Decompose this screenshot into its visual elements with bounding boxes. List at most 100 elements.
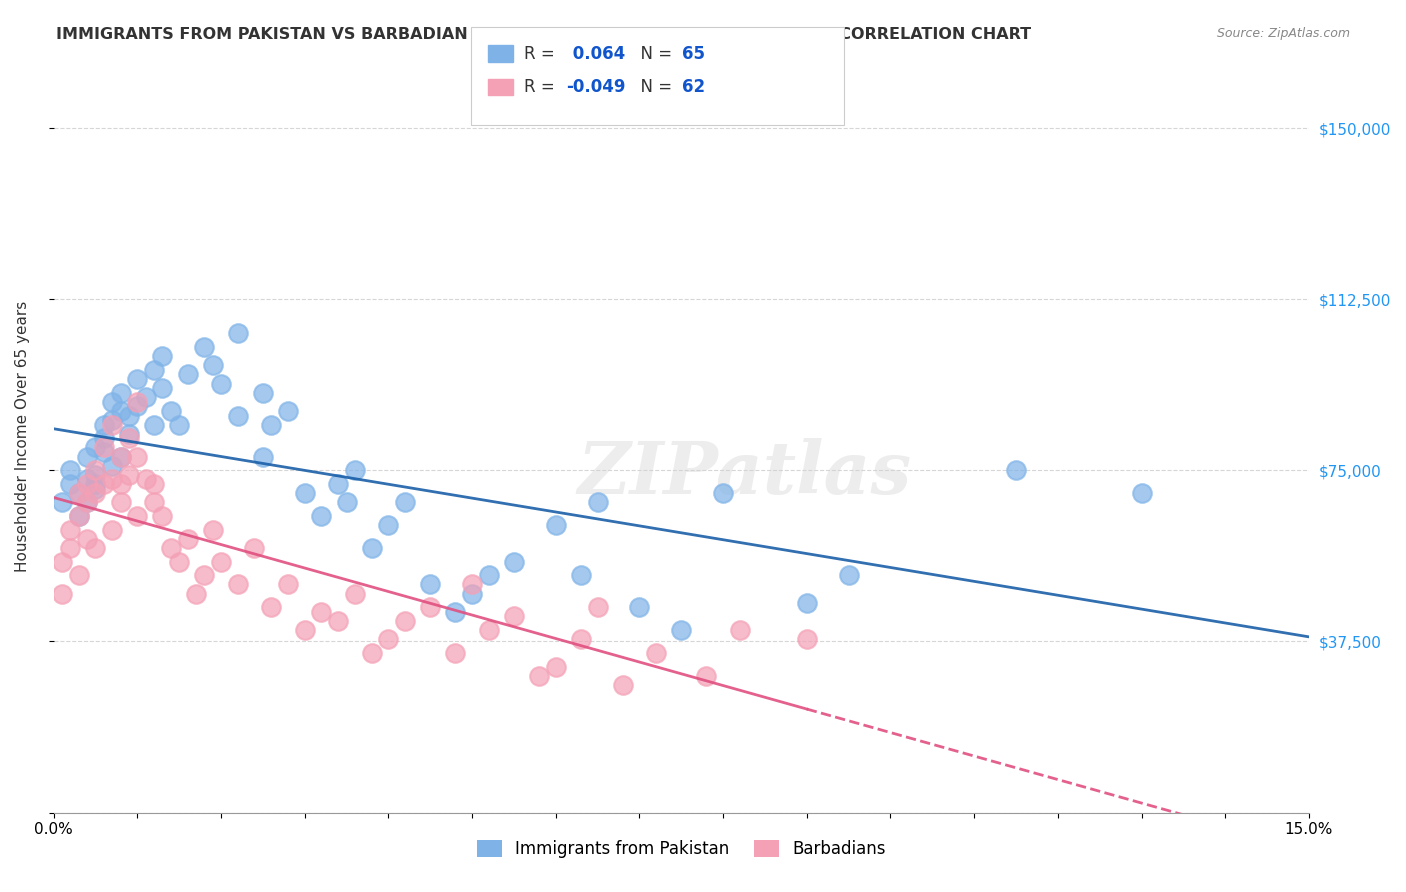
Text: ZIPatlas: ZIPatlas xyxy=(576,438,911,509)
Point xyxy=(335,495,357,509)
Text: R =: R = xyxy=(524,45,561,62)
Point xyxy=(84,463,107,477)
Point xyxy=(101,472,124,486)
Point xyxy=(59,463,82,477)
Point xyxy=(101,413,124,427)
Point xyxy=(93,431,115,445)
Point xyxy=(328,614,350,628)
Point xyxy=(671,623,693,637)
Point xyxy=(67,486,90,500)
Text: 65: 65 xyxy=(682,45,704,62)
Point xyxy=(226,577,249,591)
Point xyxy=(143,417,166,432)
Point xyxy=(59,541,82,555)
Point xyxy=(76,450,98,464)
Point xyxy=(645,646,668,660)
Point xyxy=(1005,463,1028,477)
Point xyxy=(143,363,166,377)
Point xyxy=(93,477,115,491)
Point xyxy=(93,445,115,459)
Point xyxy=(110,450,132,464)
Point xyxy=(294,486,316,500)
Point xyxy=(252,450,274,464)
Point xyxy=(728,623,751,637)
Point xyxy=(419,600,441,615)
Point xyxy=(135,390,157,404)
Point xyxy=(93,417,115,432)
Point xyxy=(377,518,399,533)
Text: R =: R = xyxy=(524,78,561,96)
Point xyxy=(838,568,860,582)
Point xyxy=(277,577,299,591)
Point xyxy=(84,441,107,455)
Point xyxy=(110,495,132,509)
Point xyxy=(76,477,98,491)
Point xyxy=(84,477,107,491)
Point xyxy=(110,385,132,400)
Point xyxy=(478,623,501,637)
Point xyxy=(76,472,98,486)
Point xyxy=(360,646,382,660)
Point xyxy=(110,477,132,491)
Point xyxy=(110,404,132,418)
Point xyxy=(461,586,484,600)
Point xyxy=(76,532,98,546)
Point xyxy=(67,508,90,523)
Legend: Immigrants from Pakistan, Barbadians: Immigrants from Pakistan, Barbadians xyxy=(470,833,893,864)
Point xyxy=(143,477,166,491)
Point xyxy=(328,477,350,491)
Point xyxy=(110,450,132,464)
Point xyxy=(176,368,198,382)
Point xyxy=(152,381,174,395)
Point xyxy=(101,523,124,537)
Point xyxy=(167,555,190,569)
Point xyxy=(101,395,124,409)
Point xyxy=(201,523,224,537)
Point xyxy=(135,472,157,486)
Text: 0.064: 0.064 xyxy=(567,45,624,62)
Point xyxy=(252,385,274,400)
Point xyxy=(612,678,634,692)
Point xyxy=(118,467,141,482)
Point xyxy=(502,609,524,624)
Y-axis label: Householder Income Over 65 years: Householder Income Over 65 years xyxy=(15,301,30,572)
Point xyxy=(377,632,399,647)
Point xyxy=(628,600,651,615)
Point xyxy=(51,495,73,509)
Point xyxy=(796,632,818,647)
Point xyxy=(226,326,249,341)
Point xyxy=(84,482,107,496)
Point xyxy=(394,495,416,509)
Point xyxy=(544,659,567,673)
Point xyxy=(167,417,190,432)
Point xyxy=(695,668,717,682)
Point xyxy=(152,508,174,523)
Point xyxy=(101,458,124,473)
Point xyxy=(586,495,609,509)
Point xyxy=(569,568,592,582)
Point xyxy=(176,532,198,546)
Point xyxy=(360,541,382,555)
Point xyxy=(59,477,82,491)
Point xyxy=(311,508,333,523)
Point xyxy=(796,596,818,610)
Point xyxy=(343,463,366,477)
Point xyxy=(478,568,501,582)
Point xyxy=(127,395,149,409)
Point xyxy=(444,605,467,619)
Point xyxy=(502,555,524,569)
Point xyxy=(260,600,283,615)
Point xyxy=(76,495,98,509)
Point xyxy=(84,486,107,500)
Point xyxy=(569,632,592,647)
Point xyxy=(152,349,174,363)
Point xyxy=(209,376,232,391)
Point xyxy=(127,508,149,523)
Point xyxy=(67,486,90,500)
Point xyxy=(711,486,734,500)
Text: 62: 62 xyxy=(682,78,704,96)
Text: N =: N = xyxy=(630,45,678,62)
Point xyxy=(118,409,141,423)
Point xyxy=(76,495,98,509)
Point xyxy=(101,417,124,432)
